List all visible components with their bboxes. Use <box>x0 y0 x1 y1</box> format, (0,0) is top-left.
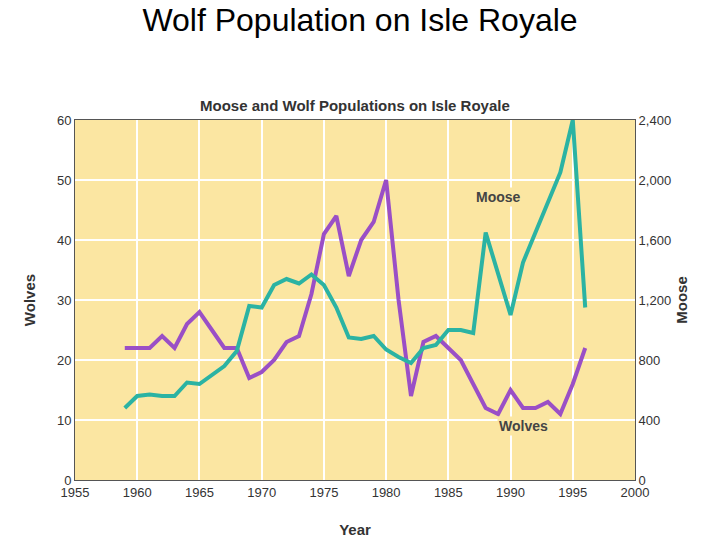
svg-text:1,600: 1,600 <box>639 233 672 248</box>
svg-text:0: 0 <box>639 473 646 488</box>
svg-text:40: 40 <box>57 233 71 248</box>
svg-text:0: 0 <box>64 473 71 488</box>
svg-text:Year: Year <box>339 521 371 538</box>
svg-text:400: 400 <box>639 413 661 428</box>
svg-text:30: 30 <box>57 293 71 308</box>
svg-text:1995: 1995 <box>558 485 587 500</box>
svg-text:2,400: 2,400 <box>639 113 672 128</box>
svg-text:Moose and Wolf Populations on: Moose and Wolf Populations on Isle Royal… <box>200 97 510 114</box>
svg-text:10: 10 <box>57 413 71 428</box>
svg-text:1985: 1985 <box>434 485 463 500</box>
svg-text:1975: 1975 <box>309 485 338 500</box>
svg-text:2000: 2000 <box>621 485 650 500</box>
svg-text:1980: 1980 <box>372 485 401 500</box>
svg-text:2,000: 2,000 <box>639 173 672 188</box>
svg-text:Moose: Moose <box>673 276 690 324</box>
svg-text:20: 20 <box>57 353 71 368</box>
svg-text:1960: 1960 <box>123 485 152 500</box>
svg-text:Wolves: Wolves <box>499 418 548 434</box>
svg-text:800: 800 <box>639 353 661 368</box>
svg-text:1970: 1970 <box>247 485 276 500</box>
svg-text:Wolf Population on Isle Royale: Wolf Population on Isle Royale <box>142 2 577 38</box>
svg-text:1,200: 1,200 <box>639 293 672 308</box>
svg-text:Wolves: Wolves <box>21 274 38 326</box>
svg-text:1990: 1990 <box>496 485 525 500</box>
svg-text:1965: 1965 <box>185 485 214 500</box>
svg-text:Moose: Moose <box>476 189 521 205</box>
svg-text:60: 60 <box>57 113 71 128</box>
svg-text:1955: 1955 <box>61 485 90 500</box>
svg-text:50: 50 <box>57 173 71 188</box>
